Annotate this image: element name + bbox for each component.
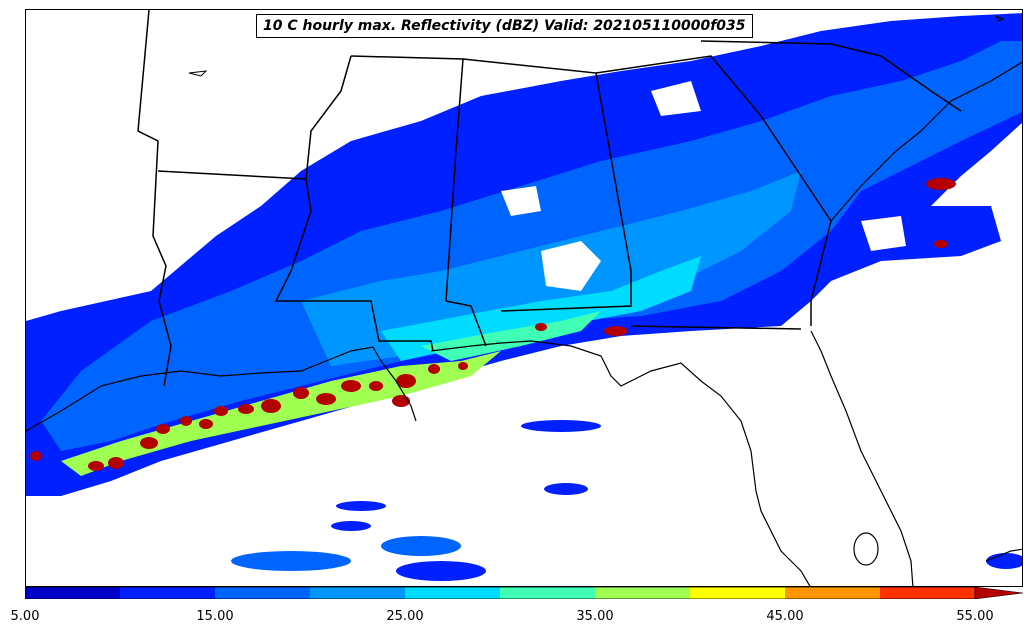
- colorbar-block: [405, 587, 501, 599]
- colorbar-tick-label: 45.00: [766, 609, 804, 624]
- colorbar-block: [595, 587, 691, 599]
- colorbar: [25, 587, 1023, 599]
- colorbar-block: [880, 587, 976, 599]
- map-area: [25, 9, 1023, 587]
- lakes: [188, 14, 1005, 77]
- colorbar-blocks: [25, 587, 976, 599]
- colorbar-block: [215, 587, 311, 599]
- reflectivity-shield: [26, 13, 1022, 581]
- colorbar-tick-label: 35.00: [576, 609, 614, 624]
- coastlines: [26, 61, 1022, 586]
- colorbar-tick-label: 15.00: [196, 609, 234, 624]
- colorbar-extend-arrow: [974, 587, 1023, 599]
- colorbar-block: [785, 587, 881, 599]
- colorbar-block: [120, 587, 216, 599]
- colorbar-tick-label: 55.00: [956, 609, 994, 624]
- colorbar-tick-label: 25.00: [386, 609, 424, 624]
- colorbar-block: [25, 587, 121, 599]
- state-boundaries: [137, 10, 962, 387]
- colorbar-tick-label: 5.00: [10, 609, 40, 624]
- colorbar-block: [310, 587, 406, 599]
- colorbar-outline: [25, 587, 976, 599]
- colorbar-block: [500, 587, 596, 599]
- map-title: 10 C hourly max. Reflectivity (dBZ) Vali…: [256, 14, 753, 38]
- colorbar-block: [690, 587, 786, 599]
